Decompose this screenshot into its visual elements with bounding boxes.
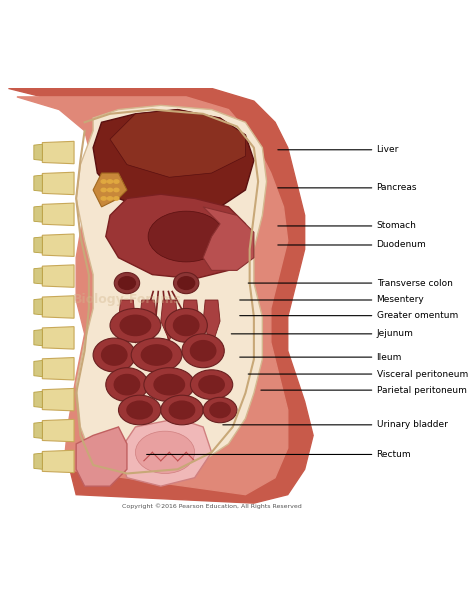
Text: Greater omentum: Greater omentum <box>377 311 458 320</box>
Polygon shape <box>76 427 127 486</box>
Ellipse shape <box>191 370 233 400</box>
Ellipse shape <box>114 272 140 293</box>
Ellipse shape <box>101 180 106 183</box>
Polygon shape <box>93 110 254 215</box>
Polygon shape <box>34 453 42 469</box>
Text: Stomach: Stomach <box>377 221 417 230</box>
Ellipse shape <box>178 277 195 289</box>
Ellipse shape <box>165 308 207 343</box>
Ellipse shape <box>173 272 199 293</box>
Ellipse shape <box>101 345 127 365</box>
Ellipse shape <box>169 401 195 419</box>
Polygon shape <box>34 329 42 346</box>
Ellipse shape <box>141 345 172 365</box>
Text: Visceral peritoneum: Visceral peritoneum <box>377 370 468 379</box>
Ellipse shape <box>108 197 112 200</box>
Text: Rectum: Rectum <box>377 450 411 459</box>
Ellipse shape <box>101 197 106 200</box>
Ellipse shape <box>114 197 119 200</box>
Ellipse shape <box>161 395 203 425</box>
Ellipse shape <box>114 374 140 395</box>
Ellipse shape <box>148 211 224 262</box>
Ellipse shape <box>136 431 195 473</box>
Ellipse shape <box>127 401 152 419</box>
Polygon shape <box>161 300 178 341</box>
Ellipse shape <box>101 188 106 191</box>
Polygon shape <box>42 142 74 164</box>
Polygon shape <box>42 203 74 226</box>
Polygon shape <box>9 88 313 503</box>
Text: Pancreas: Pancreas <box>377 184 417 193</box>
Text: Urinary bladder: Urinary bladder <box>377 421 447 430</box>
Polygon shape <box>34 299 42 315</box>
Ellipse shape <box>120 315 151 335</box>
Polygon shape <box>203 207 254 271</box>
Polygon shape <box>42 419 74 442</box>
Polygon shape <box>118 418 211 486</box>
Polygon shape <box>34 144 42 160</box>
Ellipse shape <box>173 315 199 335</box>
Ellipse shape <box>154 374 184 395</box>
Text: Jejunum: Jejunum <box>377 329 413 338</box>
Polygon shape <box>34 206 42 222</box>
Ellipse shape <box>118 277 136 289</box>
Polygon shape <box>140 300 156 337</box>
Text: Liver: Liver <box>377 145 399 154</box>
Ellipse shape <box>93 338 136 372</box>
Ellipse shape <box>114 188 119 191</box>
Polygon shape <box>42 450 74 473</box>
Text: Transverse colon: Transverse colon <box>377 278 453 287</box>
Polygon shape <box>17 97 288 494</box>
Polygon shape <box>118 300 136 334</box>
Polygon shape <box>42 296 74 318</box>
Polygon shape <box>93 173 127 207</box>
Polygon shape <box>42 358 74 380</box>
Polygon shape <box>76 106 266 469</box>
Polygon shape <box>42 234 74 256</box>
Ellipse shape <box>108 180 112 183</box>
Ellipse shape <box>118 395 161 425</box>
Polygon shape <box>34 268 42 284</box>
Polygon shape <box>42 172 74 194</box>
Ellipse shape <box>106 368 148 401</box>
Polygon shape <box>34 237 42 253</box>
Polygon shape <box>106 194 246 279</box>
Ellipse shape <box>114 180 119 183</box>
Polygon shape <box>203 300 220 347</box>
Polygon shape <box>34 361 42 377</box>
Ellipse shape <box>108 188 112 191</box>
Polygon shape <box>182 300 199 344</box>
Ellipse shape <box>131 338 182 372</box>
Ellipse shape <box>203 397 237 423</box>
Ellipse shape <box>110 308 161 343</box>
Ellipse shape <box>182 334 224 368</box>
Text: Duodenum: Duodenum <box>377 241 426 250</box>
Ellipse shape <box>191 341 216 361</box>
Polygon shape <box>42 326 74 349</box>
Ellipse shape <box>199 376 224 394</box>
Ellipse shape <box>144 368 195 401</box>
Polygon shape <box>34 391 42 407</box>
Polygon shape <box>42 265 74 287</box>
Polygon shape <box>34 422 42 439</box>
Text: Ileum: Ileum <box>377 353 402 362</box>
Polygon shape <box>34 175 42 191</box>
Text: Parietal peritoneum: Parietal peritoneum <box>377 386 466 395</box>
Text: Mesentery: Mesentery <box>377 295 424 304</box>
Text: Copyright ©2016 Pearson Education, All Rights Reserved: Copyright ©2016 Pearson Education, All R… <box>122 504 301 509</box>
Polygon shape <box>42 388 74 411</box>
Text: Biology-Forums: Biology-Forums <box>73 293 182 307</box>
Polygon shape <box>110 110 246 177</box>
Ellipse shape <box>210 403 230 418</box>
